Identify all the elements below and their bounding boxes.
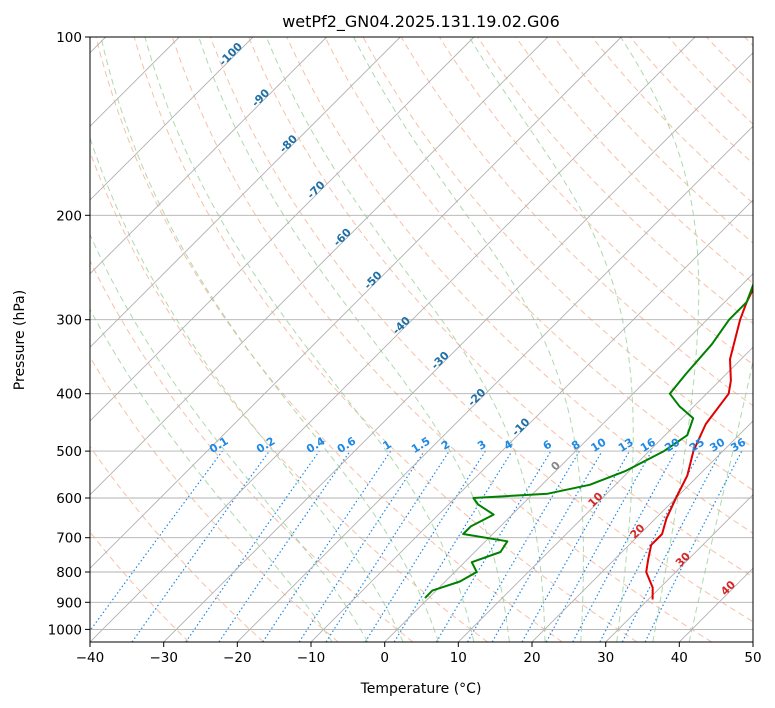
dry-adiabat-line bbox=[400, 37, 753, 407]
mixing-ratio-line bbox=[393, 450, 513, 642]
x-tick-label: 20 bbox=[523, 650, 540, 666]
x-tick-label: −10 bbox=[297, 650, 326, 666]
isotherm-line bbox=[457, 346, 753, 642]
y-tick-label: 300 bbox=[56, 313, 82, 329]
x-tick-label: 0 bbox=[380, 650, 389, 666]
chart-title: wetPf2_GN04.2025.131.19.02.G06 bbox=[282, 12, 560, 32]
mixing-ratio-line bbox=[218, 450, 351, 642]
mixing-ratio-line bbox=[644, 450, 743, 642]
isotherm-line bbox=[605, 494, 753, 642]
dry-adiabat-line bbox=[591, 37, 753, 204]
y-tick-label: 600 bbox=[56, 491, 82, 507]
x-tick-label: 40 bbox=[671, 650, 688, 666]
moist-adiabat-line bbox=[688, 358, 753, 642]
isotherm-line bbox=[531, 420, 753, 642]
reference-lines bbox=[90, 37, 753, 642]
isotherm-line bbox=[90, 37, 328, 275]
moist-adiabat-line bbox=[90, 308, 333, 642]
isotherm-line bbox=[90, 37, 622, 569]
mixing-ratio-line bbox=[521, 450, 631, 642]
mixing-ratio-line bbox=[572, 450, 677, 642]
x-tick-label: 30 bbox=[597, 650, 614, 666]
isotherm-line bbox=[90, 37, 696, 642]
x-tick-label: −20 bbox=[223, 650, 252, 666]
isotherm-line bbox=[90, 37, 475, 422]
moist-adiabat-line bbox=[90, 136, 404, 642]
moist-adiabat-line bbox=[100, 37, 439, 642]
plot-frame bbox=[89, 36, 754, 643]
x-tick-label: −30 bbox=[149, 650, 178, 666]
y-tick-label: 1000 bbox=[48, 622, 82, 638]
dry-adiabat-line bbox=[477, 37, 753, 325]
dry-adiabat-line bbox=[515, 37, 753, 284]
profile-lines bbox=[424, 282, 753, 600]
mixing-ratio-line bbox=[131, 450, 270, 642]
dry-adiabat-line bbox=[248, 37, 753, 578]
dry-adiabat-line bbox=[133, 37, 638, 642]
y-tick-label: 800 bbox=[56, 565, 82, 581]
isotherm-line bbox=[384, 273, 753, 642]
y-tick-label: 400 bbox=[56, 387, 82, 403]
moist-adiabat-line bbox=[265, 37, 546, 642]
isotherm-line bbox=[752, 641, 753, 642]
isotherm-line bbox=[90, 37, 401, 348]
dry-adiabat-line bbox=[171, 37, 712, 642]
y-tick-label: 700 bbox=[56, 531, 82, 547]
grid-lines bbox=[90, 37, 753, 642]
plot-background bbox=[90, 37, 753, 642]
y-tick-label: 100 bbox=[56, 30, 82, 46]
dewpoint-profile-line bbox=[424, 282, 753, 599]
isotherm-line bbox=[90, 37, 254, 201]
dry-adiabat-line bbox=[90, 259, 414, 642]
moist-adiabat-line bbox=[144, 37, 475, 642]
moist-adiabat-line bbox=[90, 233, 369, 642]
mixing-ratio-line bbox=[545, 450, 653, 642]
x-tick-label: −40 bbox=[76, 650, 105, 666]
dry-adiabat-line bbox=[629, 37, 753, 165]
mixing-ratio-line bbox=[325, 450, 450, 642]
dry-adiabat-line bbox=[210, 37, 753, 623]
dry-adiabat-line bbox=[90, 445, 264, 642]
isotherm-line bbox=[90, 37, 549, 496]
mixing-ratio-line bbox=[185, 450, 320, 642]
mixing-ratio-line bbox=[90, 450, 223, 632]
isotherm-line bbox=[163, 52, 753, 642]
y-tick-label: 500 bbox=[56, 444, 82, 460]
dry-adiabat-line bbox=[324, 37, 753, 491]
y-axis-label: Pressure (hPa) bbox=[12, 290, 28, 390]
isotherm-line bbox=[310, 199, 753, 642]
moist-adiabat-line bbox=[620, 37, 700, 642]
temperature-profile-line bbox=[645, 287, 753, 600]
y-tick-label: 200 bbox=[56, 208, 82, 224]
isotherm-line bbox=[236, 125, 753, 642]
mixing-ratio-line bbox=[262, 450, 392, 642]
x-axis-label: Temperature (°C) bbox=[360, 681, 482, 697]
moist-adiabat-line bbox=[198, 37, 510, 642]
mixing-ratio-line bbox=[298, 450, 425, 642]
y-tick-label: 900 bbox=[56, 595, 82, 611]
axes: −40 −30 −20 −10 0 10 20 30 40 50 100 200 300 400 500 60… bbox=[48, 30, 762, 666]
x-tick-label: 50 bbox=[744, 650, 761, 666]
x-tick-label: 10 bbox=[450, 650, 467, 666]
